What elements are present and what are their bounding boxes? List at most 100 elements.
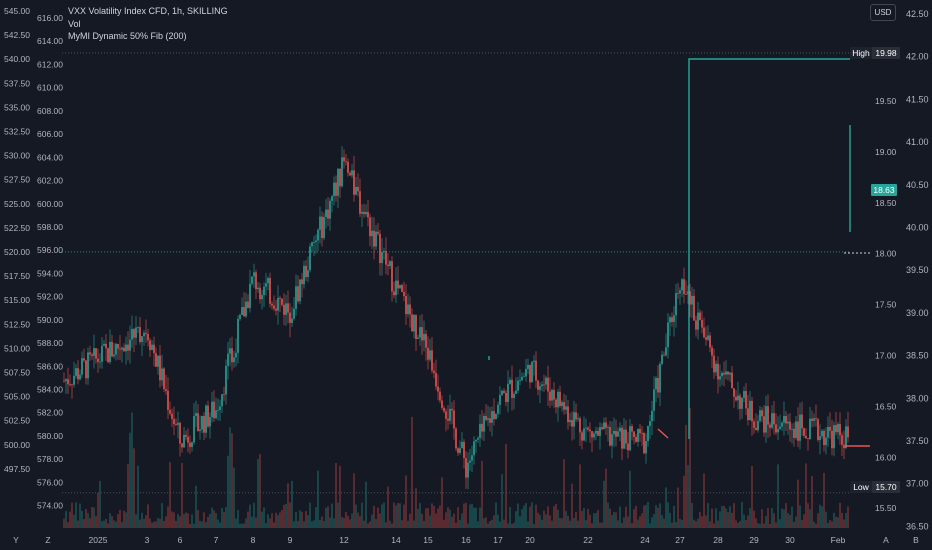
candle	[151, 344, 153, 350]
candle	[593, 433, 595, 438]
candle	[157, 355, 159, 367]
volume-bar	[199, 520, 201, 528]
candle	[415, 315, 417, 339]
right_inner-tick: 17.50	[875, 300, 897, 310]
volume-bar	[579, 464, 581, 528]
volume-bar	[93, 507, 95, 528]
left-inner-price-axis: 616.00 614.00 612.00 610.00 608.00 606.00 604.…	[37, 13, 63, 511]
candle	[193, 415, 195, 443]
candle	[807, 438, 809, 440]
volume-bar	[627, 516, 629, 528]
candle	[729, 372, 731, 375]
candle	[341, 157, 343, 187]
candle	[561, 402, 563, 407]
candle	[239, 314, 241, 319]
volume-bar	[443, 519, 445, 528]
volume-bar	[759, 523, 761, 528]
volume-bar	[425, 508, 427, 528]
right_outer-tick: 40.00	[906, 223, 929, 233]
candle	[731, 372, 733, 389]
volume-bar	[479, 507, 481, 528]
volume-bar	[845, 513, 847, 528]
candle	[259, 287, 261, 300]
candle	[617, 431, 619, 437]
right_inner-tick: 18.00	[875, 249, 897, 259]
volume-bar	[115, 521, 117, 528]
volume-bar	[377, 507, 379, 528]
candle	[167, 390, 169, 411]
candle	[401, 285, 403, 292]
volume-bar	[705, 515, 707, 528]
candle	[531, 361, 533, 383]
candle	[835, 425, 837, 433]
candle	[219, 406, 221, 410]
candle	[575, 412, 577, 420]
time-axis: 2025 3 6 7 8 9 12 14 15 16 17 20 22 24 27 28 29 30 Feb Y Z A B	[13, 535, 919, 545]
candle	[723, 372, 725, 375]
volume-bar	[119, 509, 121, 528]
volume-bar	[821, 506, 823, 528]
volume-bar	[137, 465, 139, 528]
candle	[515, 390, 517, 394]
volume-bar	[433, 505, 435, 528]
volume-bar	[387, 486, 389, 528]
candle	[141, 336, 143, 343]
volume-bar	[653, 513, 655, 528]
volume-bar	[133, 448, 135, 528]
volume-bar	[355, 504, 357, 528]
left_inner-tick: 574.00	[37, 501, 63, 511]
legend-volume[interactable]: Vol	[68, 18, 81, 29]
volume-bar	[691, 502, 693, 528]
candle	[139, 327, 141, 343]
volume-bar	[123, 510, 125, 528]
candle	[759, 410, 761, 421]
volume-bar	[631, 523, 633, 528]
volume-bar	[103, 520, 105, 528]
candle	[817, 419, 819, 441]
volume-bar	[541, 519, 543, 528]
candle	[829, 426, 831, 431]
volume-bar	[587, 508, 589, 528]
candle	[269, 278, 271, 304]
candle	[805, 435, 807, 439]
left_inner-tick: 600.00	[37, 199, 63, 209]
volume-bar	[187, 513, 189, 528]
candle	[749, 400, 751, 421]
left_inner-tick: 616.00	[37, 13, 63, 23]
volume-bar	[413, 520, 415, 528]
volume-bar	[793, 521, 795, 528]
candle	[741, 397, 743, 409]
legend-title[interactable]: VXX Volatility Index CFD, 1h, SKILLING	[68, 6, 228, 16]
candle	[449, 408, 451, 421]
currency-button[interactable]: USD	[870, 4, 896, 21]
candle	[413, 315, 415, 332]
candle	[673, 315, 675, 322]
legend-indicator[interactable]: MyMI Dynamic 50% Fib (200)	[68, 31, 187, 41]
x-tick: 22	[583, 535, 593, 545]
right_outer-tick: 39.00	[906, 308, 929, 318]
candle	[767, 406, 769, 425]
x-tick: Feb	[831, 535, 846, 545]
volume-bar	[141, 512, 143, 528]
candle	[581, 432, 583, 441]
candle	[195, 413, 197, 416]
volume-bar	[211, 507, 213, 528]
candle	[201, 415, 203, 430]
candle	[477, 437, 479, 440]
candle	[183, 434, 185, 448]
left-outer-price-axis: 545.00 542.50 540.00 537.50 535.00 532.50 530.…	[4, 6, 30, 474]
volume-bar	[313, 520, 315, 528]
volume-bar	[323, 520, 325, 528]
volume-bar	[633, 509, 635, 528]
volume-bar	[149, 518, 151, 528]
candle	[459, 448, 461, 453]
volume-bar	[157, 517, 159, 528]
volume-bar	[169, 462, 171, 528]
candle	[795, 421, 797, 438]
left_inner-tick: 602.00	[37, 176, 63, 186]
volume-bar	[429, 515, 431, 528]
volume-bar	[139, 519, 141, 528]
candle	[663, 354, 665, 356]
volume-bar	[383, 502, 385, 528]
